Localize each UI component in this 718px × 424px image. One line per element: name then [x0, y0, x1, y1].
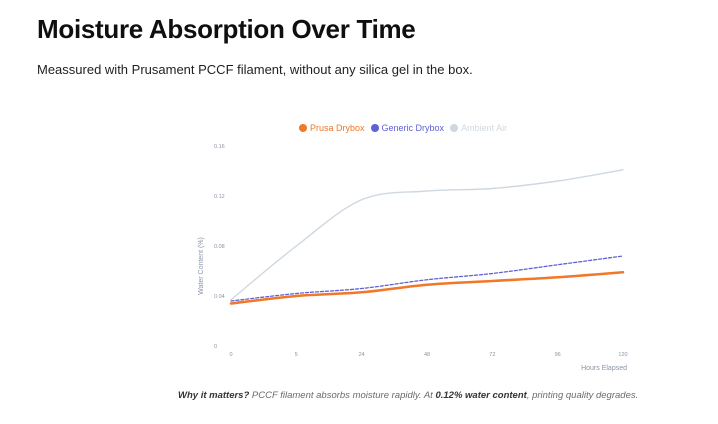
x-tick-label: 48	[424, 352, 430, 358]
x-tick-label: 5	[295, 352, 298, 358]
legend-dot-prusa-drybox	[299, 124, 307, 132]
x-axis-label: Hours Elapsed	[581, 365, 627, 372]
legend-dot-ambient-air	[450, 124, 459, 132]
footer-note: Why it matters? PCCF filament absorbs mo…	[178, 390, 638, 401]
legend-label-generic-drybox: Generic Drybox	[381, 123, 445, 133]
legend-item-ambient-air[interactable]: Ambient Air	[450, 123, 507, 133]
y-axis-label: Water Content (%)	[198, 237, 205, 295]
legend-item-generic-drybox[interactable]: Generic Drybox	[370, 123, 445, 133]
legend-dot-generic-drybox	[370, 124, 379, 132]
note-lead: Why it matters?	[178, 390, 250, 401]
x-tick-label: 120	[618, 352, 627, 358]
x-tick-label: 0	[229, 352, 232, 358]
legend-item-prusa-drybox[interactable]: Prusa Drybox	[299, 123, 365, 133]
y-tick-label: 0.12	[214, 194, 225, 200]
series-line-prusa-drybox	[229, 270, 625, 305]
legend-label-ambient-air: Ambient Air	[461, 123, 508, 133]
series-line-ambient-air	[230, 169, 624, 301]
note-text-2: , printing quality degrades.	[526, 390, 639, 401]
series-line-generic-drybox	[230, 255, 624, 302]
chart-legend: Prusa Drybox Generic Drybox Ambient Air	[299, 123, 507, 133]
page-title: Moisture Absorption Over Time	[37, 14, 416, 44]
y-tick-label: 0.16	[214, 144, 225, 150]
y-tick-label: 0.08	[214, 244, 225, 250]
y-tick-label: 0.04	[214, 294, 225, 300]
note-text-1: PCCF filament absorbs moisture rapidly. …	[249, 390, 436, 401]
x-tick-label: 72	[489, 352, 495, 358]
page-subtitle: Meassured with Prusament PCCF filament, …	[37, 62, 473, 77]
x-tick-label: 24	[359, 352, 365, 358]
legend-label-prusa-drybox: Prusa Drybox	[310, 123, 365, 133]
y-tick-label: 0	[214, 344, 217, 350]
x-tick-label: 96	[555, 352, 561, 358]
note-emphasis: 0.12% water content	[435, 390, 527, 401]
